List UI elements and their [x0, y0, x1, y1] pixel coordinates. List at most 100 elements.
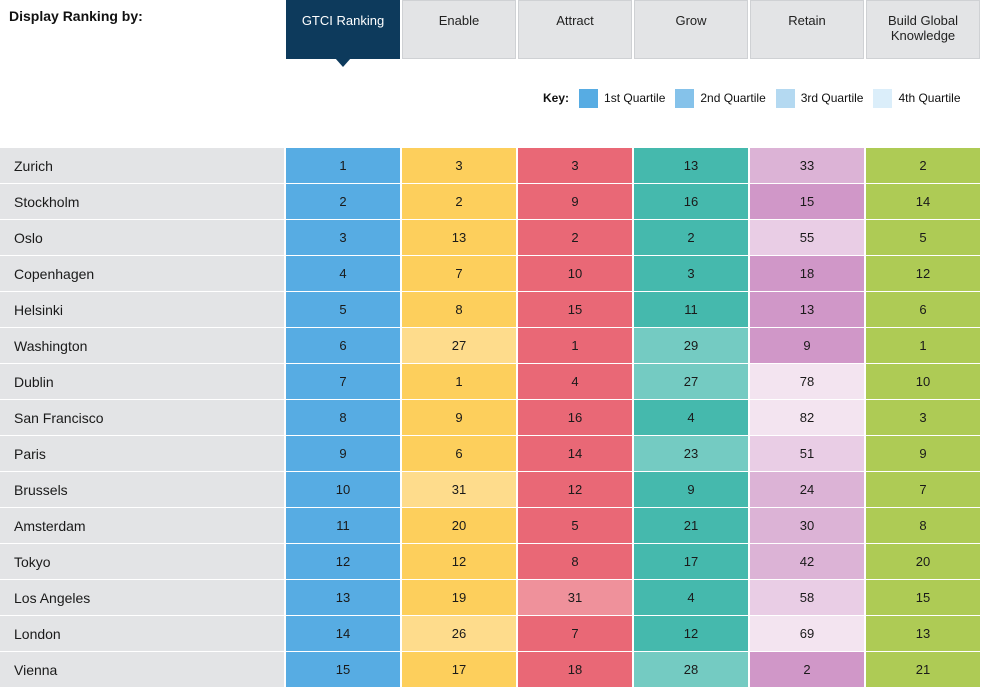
enable-cell: 19 [402, 580, 516, 615]
enable-cell: 13 [402, 220, 516, 255]
attract-cell: 4 [518, 364, 632, 399]
table-row: Stockholm 2 2 9 16 15 14 [0, 184, 981, 219]
enable-cell: 7 [402, 256, 516, 291]
gtci-rank-cell: 4 [286, 256, 400, 291]
tab-retain[interactable]: Retain [750, 0, 864, 59]
quartile-key: Key: 1st Quartile 2nd Quartile 3rd Quartil… [543, 88, 971, 108]
grow-cell: 4 [634, 400, 748, 435]
attract-cell: 3 [518, 148, 632, 183]
gtci-rank-cell: 11 [286, 508, 400, 543]
gtci-rank-cell: 8 [286, 400, 400, 435]
enable-cell: 17 [402, 652, 516, 687]
city-name: San Francisco [0, 400, 284, 435]
attract-cell: 1 [518, 328, 632, 363]
retain-cell: 82 [750, 400, 864, 435]
key-swatch [675, 88, 695, 108]
enable-cell: 20 [402, 508, 516, 543]
retain-cell: 9 [750, 328, 864, 363]
tab-label: Attract [556, 13, 594, 28]
city-name: Oslo [0, 220, 284, 255]
grow-cell: 12 [634, 616, 748, 651]
gtci-rank-cell: 12 [286, 544, 400, 579]
tab-build-global-knowledge[interactable]: Build Global Knowledge [866, 0, 980, 59]
build-global-knowledge-cell: 10 [866, 364, 980, 399]
tab-label: GTCI Ranking [301, 13, 385, 28]
build-global-knowledge-cell: 20 [866, 544, 980, 579]
enable-cell: 2 [402, 184, 516, 219]
key-label: 1st Quartile [604, 91, 666, 105]
city-name: Washington [0, 328, 284, 363]
table-row: Zurich 1 3 3 13 33 2 [0, 148, 981, 183]
build-global-knowledge-cell: 3 [866, 400, 980, 435]
key-title: Key: [543, 91, 570, 105]
attract-cell: 14 [518, 436, 632, 471]
build-global-knowledge-cell: 21 [866, 652, 980, 687]
gtci-rank-cell: 13 [286, 580, 400, 615]
tab-enable[interactable]: Enable [402, 0, 516, 59]
attract-cell: 12 [518, 472, 632, 507]
city-name: Paris [0, 436, 284, 471]
attract-cell: 18 [518, 652, 632, 687]
key-swatch [873, 88, 893, 108]
gtci-rank-cell: 3 [286, 220, 400, 255]
retain-cell: 24 [750, 472, 864, 507]
gtci-rank-cell: 7 [286, 364, 400, 399]
table-row: Paris 9 6 14 23 51 9 [0, 436, 981, 471]
city-name: Los Angeles [0, 580, 284, 615]
attract-cell: 2 [518, 220, 632, 255]
retain-cell: 55 [750, 220, 864, 255]
build-global-knowledge-cell: 6 [866, 292, 980, 327]
retain-cell: 51 [750, 436, 864, 471]
city-name: Tokyo [0, 544, 284, 579]
table-row: Washington 6 27 1 29 9 1 [0, 328, 981, 363]
gtci-rank-cell: 1 [286, 148, 400, 183]
enable-cell: 8 [402, 292, 516, 327]
grow-cell: 21 [634, 508, 748, 543]
city-name: Vienna [0, 652, 284, 687]
tab-attract[interactable]: Attract [518, 0, 632, 59]
city-name: Helsinki [0, 292, 284, 327]
key-item: 1st Quartile [579, 88, 666, 108]
retain-cell: 13 [750, 292, 864, 327]
build-global-knowledge-cell: 2 [866, 148, 980, 183]
build-global-knowledge-cell: 13 [866, 616, 980, 651]
gtci-rank-cell: 14 [286, 616, 400, 651]
table-row: London 14 26 7 12 69 13 [0, 616, 981, 651]
gtci-rank-cell: 5 [286, 292, 400, 327]
retain-cell: 58 [750, 580, 864, 615]
gtci-rank-cell: 6 [286, 328, 400, 363]
tab-label: Retain [788, 13, 826, 28]
enable-cell: 26 [402, 616, 516, 651]
table-row: Tokyo 12 12 8 17 42 20 [0, 544, 981, 579]
build-global-knowledge-cell: 9 [866, 436, 980, 471]
table-row: Vienna 15 17 18 28 2 21 [0, 652, 981, 687]
city-name: Zurich [0, 148, 284, 183]
key-label: 3rd Quartile [800, 91, 864, 105]
key-swatch [775, 88, 795, 108]
tab-grow[interactable]: Grow [634, 0, 748, 59]
city-name: London [0, 616, 284, 651]
table-row: Copenhagen 4 7 10 3 18 12 [0, 256, 981, 291]
retain-cell: 78 [750, 364, 864, 399]
attract-cell: 16 [518, 400, 632, 435]
key-item: 3rd Quartile [775, 88, 864, 108]
retain-cell: 69 [750, 616, 864, 651]
grow-cell: 27 [634, 364, 748, 399]
grow-cell: 3 [634, 256, 748, 291]
attract-cell: 31 [518, 580, 632, 615]
build-global-knowledge-cell: 5 [866, 220, 980, 255]
tab-label: Build Global Knowledge [887, 13, 959, 43]
build-global-knowledge-cell: 7 [866, 472, 980, 507]
enable-cell: 12 [402, 544, 516, 579]
grow-cell: 9 [634, 472, 748, 507]
enable-cell: 6 [402, 436, 516, 471]
city-name: Stockholm [0, 184, 284, 219]
retain-cell: 2 [750, 652, 864, 687]
retain-cell: 15 [750, 184, 864, 219]
grow-cell: 29 [634, 328, 748, 363]
city-name: Brussels [0, 472, 284, 507]
tab-gtci-ranking[interactable]: GTCI Ranking [286, 0, 400, 67]
tab-label: Enable [438, 13, 480, 28]
build-global-knowledge-cell: 12 [866, 256, 980, 291]
retain-cell: 33 [750, 148, 864, 183]
